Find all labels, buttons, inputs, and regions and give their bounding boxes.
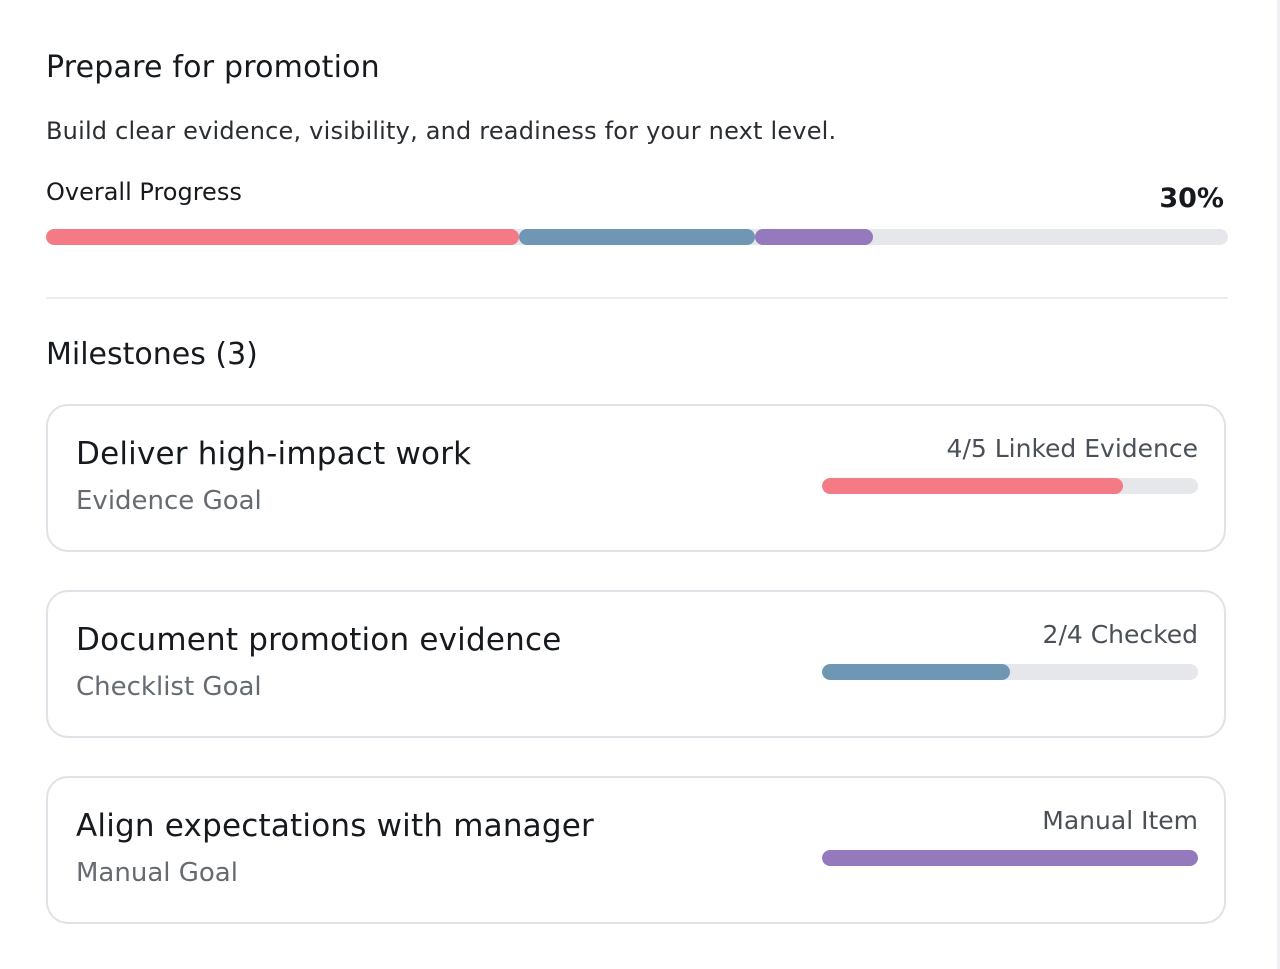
- goal-subtitle: Build clear evidence, visibility, and re…: [46, 117, 837, 145]
- milestone-progress-fill: [822, 850, 1198, 866]
- milestone-title: Deliver high-impact work: [76, 436, 472, 472]
- overall-segment-manual: [755, 229, 874, 245]
- milestone-type: Checklist Goal: [76, 672, 262, 702]
- milestone-type: Manual Goal: [76, 858, 238, 888]
- milestone-progress-bar: [822, 664, 1198, 680]
- overall-segment-checklist: [518, 229, 756, 245]
- milestone-card[interactable]: Deliver high-impact work Evidence Goal 4…: [46, 404, 1226, 552]
- milestone-status: 2/4 Checked: [1042, 620, 1198, 649]
- milestone-progress-fill: [822, 664, 1010, 680]
- overall-progress-bar: [46, 229, 1228, 245]
- goal-title: Prepare for promotion: [46, 50, 380, 85]
- milestone-card[interactable]: Document promotion evidence Checklist Go…: [46, 590, 1226, 738]
- milestone-progress-bar: [822, 850, 1198, 866]
- milestone-card[interactable]: Align expectations with manager Manual G…: [46, 776, 1226, 924]
- milestone-status: Manual Item: [1042, 806, 1198, 835]
- milestone-type: Evidence Goal: [76, 486, 262, 516]
- milestone-title: Document promotion evidence: [76, 622, 562, 658]
- overall-progress-label: Overall Progress: [46, 178, 242, 206]
- milestone-progress-fill: [822, 478, 1123, 494]
- overall-segment-evidence: [46, 229, 519, 245]
- milestones-heading: Milestones (3): [46, 337, 258, 372]
- milestone-progress-bar: [822, 478, 1198, 494]
- milestone-title: Align expectations with manager: [76, 808, 594, 844]
- overall-progress-percent: 30%: [1159, 183, 1224, 214]
- section-divider: [46, 297, 1228, 299]
- milestone-status: 4/5 Linked Evidence: [946, 434, 1198, 463]
